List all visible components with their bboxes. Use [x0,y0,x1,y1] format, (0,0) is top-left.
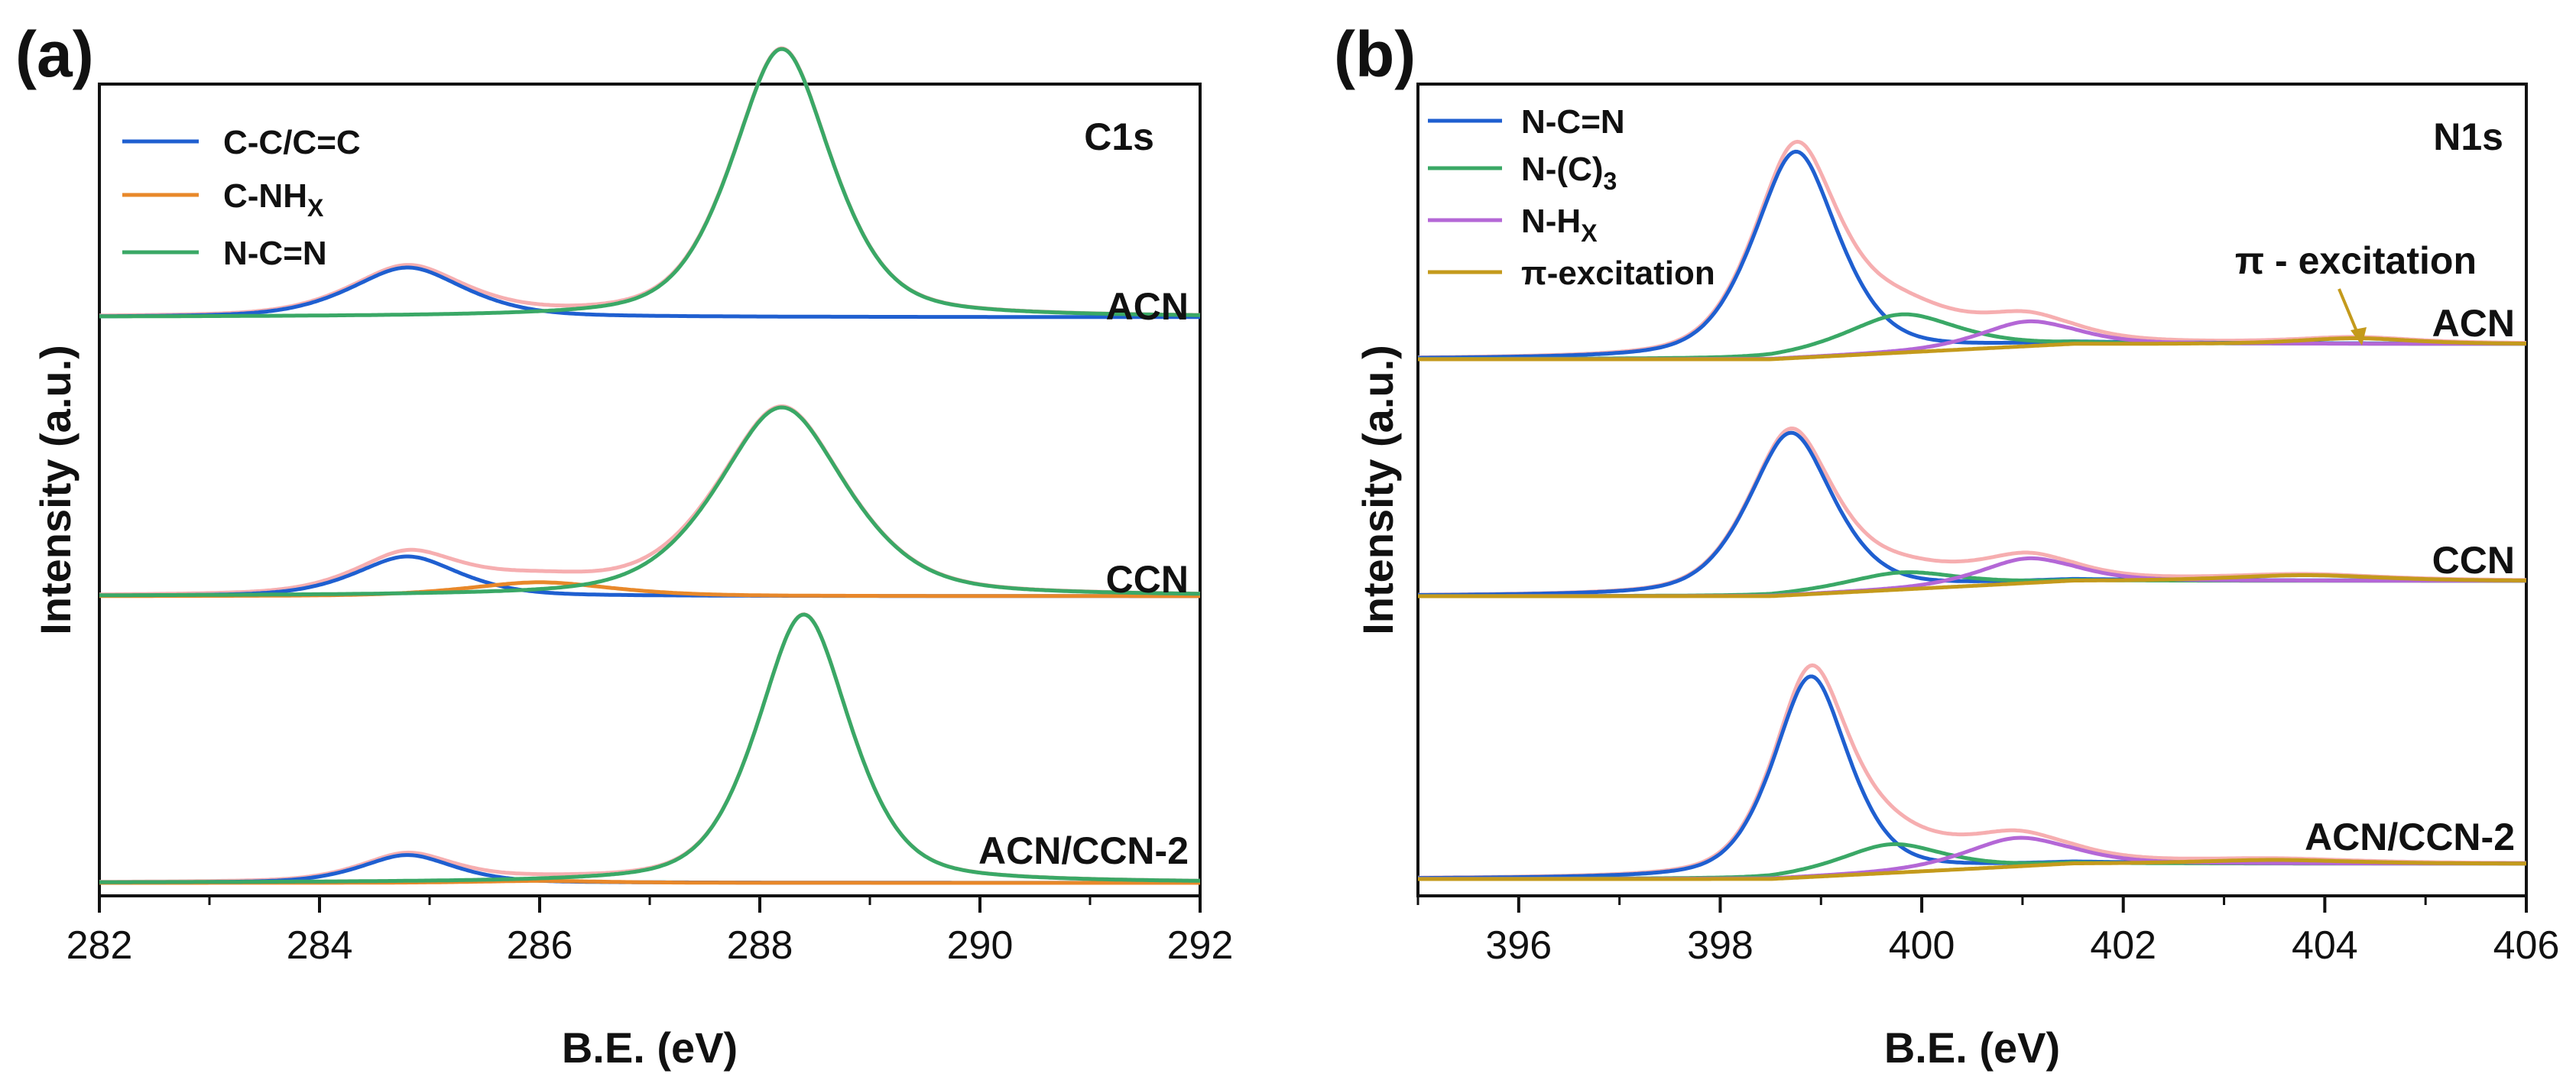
x-tick-label-398: 398 [1687,923,1754,968]
panel-b-n1s: (b) 396 398 400 402 404 406 N-C=N N-(C)3 N-HX… [1334,18,2559,1072]
panel-a-c1s: (a) 282 284 286 288 290 292 C-C/C=C C-NHX N-C… [15,18,1233,1072]
x-tick-label-292: 292 [1167,923,1234,968]
peak-excitation-ccn [1418,573,2527,599]
x-tick-label-290: 290 [947,923,1014,968]
peak-n-c-n-ccn [1417,430,2526,597]
legend-label-c-nhx: C-NHX [223,177,324,222]
panel-a-curves [99,46,1201,885]
panel-a-x-ticks: 282 284 286 288 290 292 [67,896,1234,968]
legend-label-n-c-n: N-C=N [1521,103,1625,141]
legend-label-n-c-n: N-C=N [223,235,327,272]
panel-b-tag: (b) [1334,18,1416,90]
legend-label-n-hx-sub: X [1581,219,1598,247]
panel-a-y-axis-title: Intensity (a.u.) [31,345,79,635]
panel-a-sample-label-acn-ccn-2: ACN/CCN-2 [978,829,1189,872]
x-tick-label-406: 406 [2493,923,2560,968]
panel-b-sample-label-ccn: CCN [2432,539,2515,582]
panel-b-legend: N-C=N N-(C)3 N-HX π-excitation [1428,103,1715,292]
legend-label-n-hx-base: N-H [1521,203,1581,240]
legend-label-pi-excitation: π-excitation [1521,255,1715,292]
peak-excitation-acn-ccn-2 [1418,858,2526,881]
panel-b-plot-frame [1416,83,2528,897]
peak-excitation-acn [1418,336,2526,362]
panel-b-sample-label-acn: ACN [2432,302,2515,345]
envelope-curve-ccn [1418,426,2526,597]
panel-b-core-label: N1s [2433,115,2503,158]
x-tick-label-286: 286 [507,923,573,968]
legend-label-c-c: C-C/C=C [223,124,361,161]
legend-label-n-c3-base: N-(C) [1521,151,1604,188]
panel-a-legend: C-C/C=C C-NHX N-C=N [122,124,361,272]
x-tick-label-282: 282 [67,923,133,968]
panel-b-y-axis-title: Intensity (a.u.) [1354,345,1402,635]
pi-excitation-annotation: π - excitation [2235,239,2477,282]
legend-label-c-nhx-sub: X [307,194,324,222]
pi-excitation-arrow-icon [2338,288,2367,345]
x-tick-label-284: 284 [287,923,353,968]
panel-a-sample-label-ccn: CCN [1106,558,1189,601]
panel-a-sample-label-acn: ACN [1106,285,1189,328]
panel-b-x-axis-title: B.E. (eV) [1884,1023,2060,1072]
x-tick-label-288: 288 [727,923,793,968]
panel-b-sample-label-acn-ccn-2: ACN/CCN-2 [2305,816,2515,858]
peak-c-c-c-c-acn [99,265,1200,320]
x-tick-label-400: 400 [1889,923,1955,968]
x-tick-label-404: 404 [2292,923,2358,968]
legend-label-n-c3-sub: 3 [1604,167,1617,195]
panel-a-tag: (a) [15,18,94,90]
legend-label-n-c3: N-(C)3 [1521,151,1617,195]
envelope-curve-ccn [99,404,1201,597]
legend-label-c-nhx-base: C-NH [223,177,307,215]
peak-n-c-n-acn [99,47,1200,319]
legend-label-n-hx: N-HX [1521,203,1598,247]
peak-n-c-n-ccn [99,405,1200,598]
panel-a-x-axis-title: B.E. (eV) [562,1023,738,1072]
x-tick-label-396: 396 [1485,923,1552,968]
peak-n-c-n-acn-ccn-2 [99,612,1200,884]
x-tick-label-402: 402 [2090,923,2156,968]
panel-a-core-label: C1s [1084,115,1154,158]
panel-b-x-ticks: 396 398 400 402 404 406 [1416,896,2560,968]
panel-b-curves [1417,139,2527,881]
